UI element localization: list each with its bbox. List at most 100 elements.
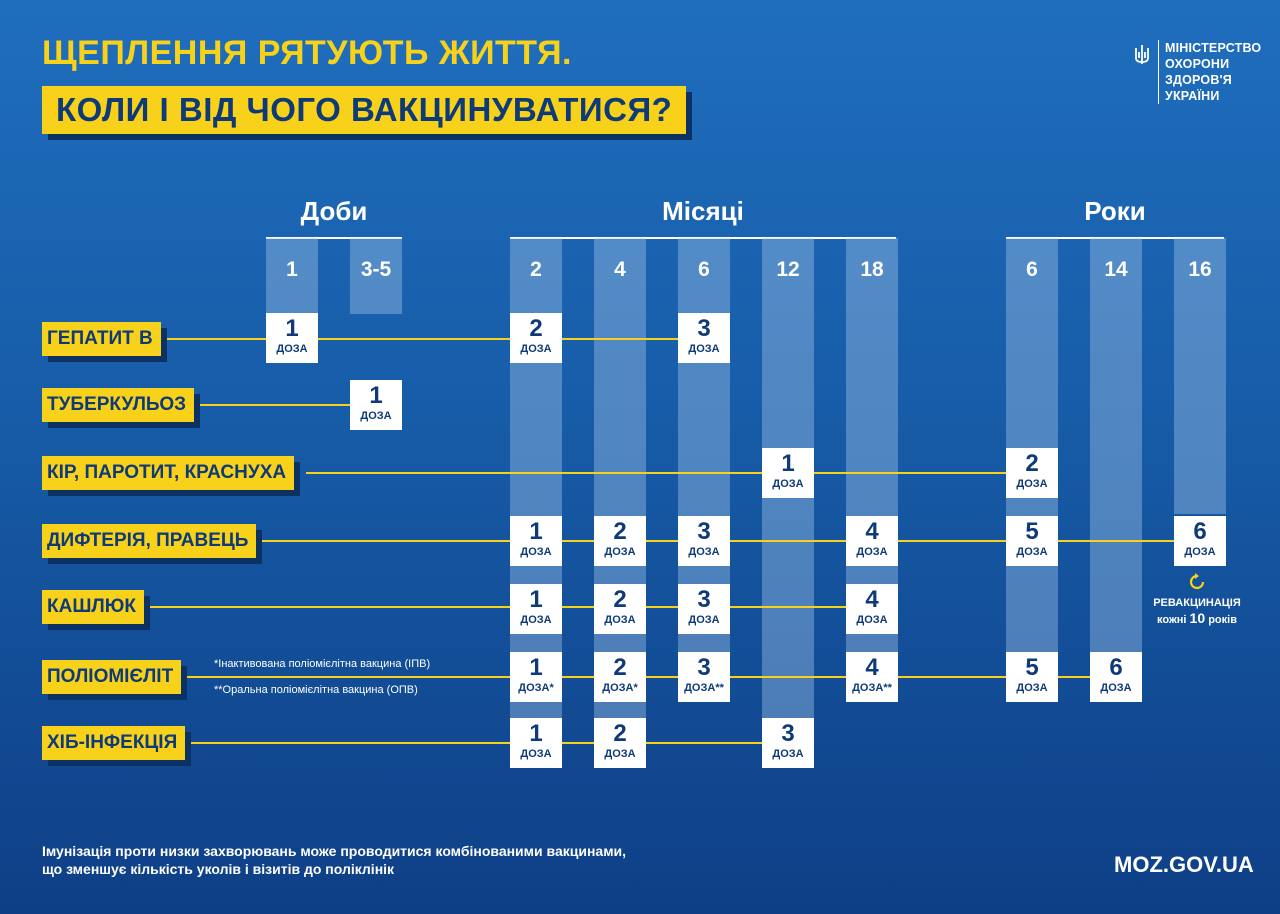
footer-note: Імунізація проти низки захворювань може … [42,842,626,878]
dose-unit: ДОЗА [688,614,720,626]
dose-number: 1 [369,382,383,409]
years-group-line [1006,237,1224,239]
dose-box: 6 ДОЗА [1174,516,1226,566]
dose-box: 5 ДОЗА [1006,516,1058,566]
dose-unit: ДОЗА [688,546,720,558]
dose-unit: ДОЗА [856,546,888,558]
column-bar-year-14 [1090,238,1142,702]
dose-box: 1 ДОЗА [510,718,562,768]
dose-box: 1 ДОЗА [510,516,562,566]
dose-number: 2 [613,586,627,613]
logo-line: МІНІСТЕРСТВО [1165,41,1262,55]
column-header: 12 [776,258,800,281]
row-line-hepatitis-b [160,338,706,340]
dose-unit: ДОЗА* [518,682,554,694]
dose-unit: ДОЗА [520,546,552,558]
dose-unit: ДОЗА [520,614,552,626]
title-line-2: КОЛИ І ВІД ЧОГО ВАКЦИНУВАТИСЯ? [42,86,687,134]
dose-number: 3 [697,654,711,681]
dose-number: 2 [529,315,543,342]
dose-number: 2 [1025,450,1039,477]
column-header: 1 [286,258,298,281]
dose-box: 3 ДОЗА [678,584,730,634]
website-link[interactable]: MOZ.GOV.UA [1114,852,1254,877]
dose-box: 3 ДОЗА [762,718,814,768]
period-years: Роки [1084,196,1146,226]
dose-unit: ДОЗА [604,614,636,626]
row-line-tuberculosis [190,404,376,406]
logo-text: МІНІСТЕРСТВО ОХОРОНИ ЗДОРОВ'Я УКРАЇНИ [1165,40,1261,104]
dose-number: 2 [613,720,627,747]
dose-box: 2 ДОЗА* [594,652,646,702]
dose-unit: ДОЗА [1016,682,1048,694]
column-header: 6 [698,258,710,281]
dose-unit: ДОЗА [276,343,308,355]
logo-line: ОХОРОНИ [1165,57,1230,71]
revaccination-prefix: кожні [1157,614,1187,626]
dose-box: 2 ДОЗА [594,584,646,634]
column-header: 6 [1026,258,1038,281]
dose-number: 3 [697,518,711,545]
dose-number: 1 [529,720,543,747]
dose-box: 5 ДОЗА [1006,652,1058,702]
column-header: 14 [1104,258,1128,281]
dose-unit: ДОЗА [856,614,888,626]
dose-unit: ДОЗА [772,478,804,490]
dose-unit: ДОЗА** [684,682,724,694]
dose-unit: ДОЗА [360,410,392,422]
period-days: Доби [300,196,368,226]
dose-box: 1 ДОЗА* [510,652,562,702]
disease-label-mmr: КІР, ПАРОТИТ, КРАСНУХА [42,456,295,490]
revaccination-label: РЕВАКЦИНАЦІЯ [1153,597,1241,609]
dose-box: 2 ДОЗА [510,313,562,363]
dose-number: 1 [529,586,543,613]
dose-number: 4 [865,518,879,545]
column-bar-month-12 [762,238,814,768]
column-bar-year-16 [1174,238,1226,514]
dose-unit: ДОЗА [604,546,636,558]
column-header: 16 [1188,258,1212,281]
dose-unit: ДОЗА [688,343,720,355]
dose-number: 1 [285,315,299,342]
dose-box: 1 ДОЗА [510,584,562,634]
months-group-line [510,237,896,239]
footer-note-line: що зменшує кількість уколів і візитів до… [42,861,395,877]
dose-number: 3 [697,315,711,342]
dose-box: 3 ДОЗА [678,313,730,363]
row-line-polio [186,676,1116,678]
title-line-1: ЩЕПЛЕННЯ РЯТУЮТЬ ЖИТТЯ. [42,34,572,72]
logo-line: ЗДОРОВ'Я [1165,73,1232,87]
disease-label-pertussis: КАШЛЮК [42,590,144,624]
period-months: Місяці [662,196,744,226]
dose-unit: ДОЗА** [852,682,892,694]
disease-label-hepatitis-b: ГЕПАТИТ В [42,322,161,356]
revaccination-note: РЕВАКЦИНАЦІЯ кожні 10 років [1150,572,1244,628]
dose-unit: ДОЗА* [602,682,638,694]
dose-number: 1 [529,654,543,681]
dose-box: 3 ДОЗА** [678,652,730,702]
row-line-hib [186,742,788,744]
dose-number: 2 [613,654,627,681]
revaccination-suffix: років [1208,614,1237,626]
dose-number: 3 [781,720,795,747]
dose-unit: ДОЗА [1016,478,1048,490]
logo-line: УКРАЇНИ [1165,89,1220,103]
dose-unit: ДОЗА [772,748,804,760]
dose-number: 4 [865,586,879,613]
dose-number: 4 [865,654,879,681]
dose-number: 3 [697,586,711,613]
dose-box: 2 ДОЗА [594,718,646,768]
dose-box: 1 ДОЗА [762,448,814,498]
dose-box: 4 ДОЗА [846,584,898,634]
dose-box: 1 ДОЗА [350,380,402,430]
dose-box: 4 ДОЗА** [846,652,898,702]
dose-box: 3 ДОЗА [678,516,730,566]
dose-box: 2 ДОЗА [1006,448,1058,498]
column-header: 4 [614,258,626,281]
disease-label-diphtheria-tetanus: ДИФТЕРІЯ, ПРАВЕЦЬ [42,524,257,558]
disease-label-hib: ХІБ-ІНФЕКЦІЯ [42,726,186,760]
dose-unit: ДОЗА [520,343,552,355]
dose-box: 4 ДОЗА [846,516,898,566]
revaccination-interval: кожні 10 років [1150,611,1244,628]
column-bar-day-1 [266,238,318,314]
